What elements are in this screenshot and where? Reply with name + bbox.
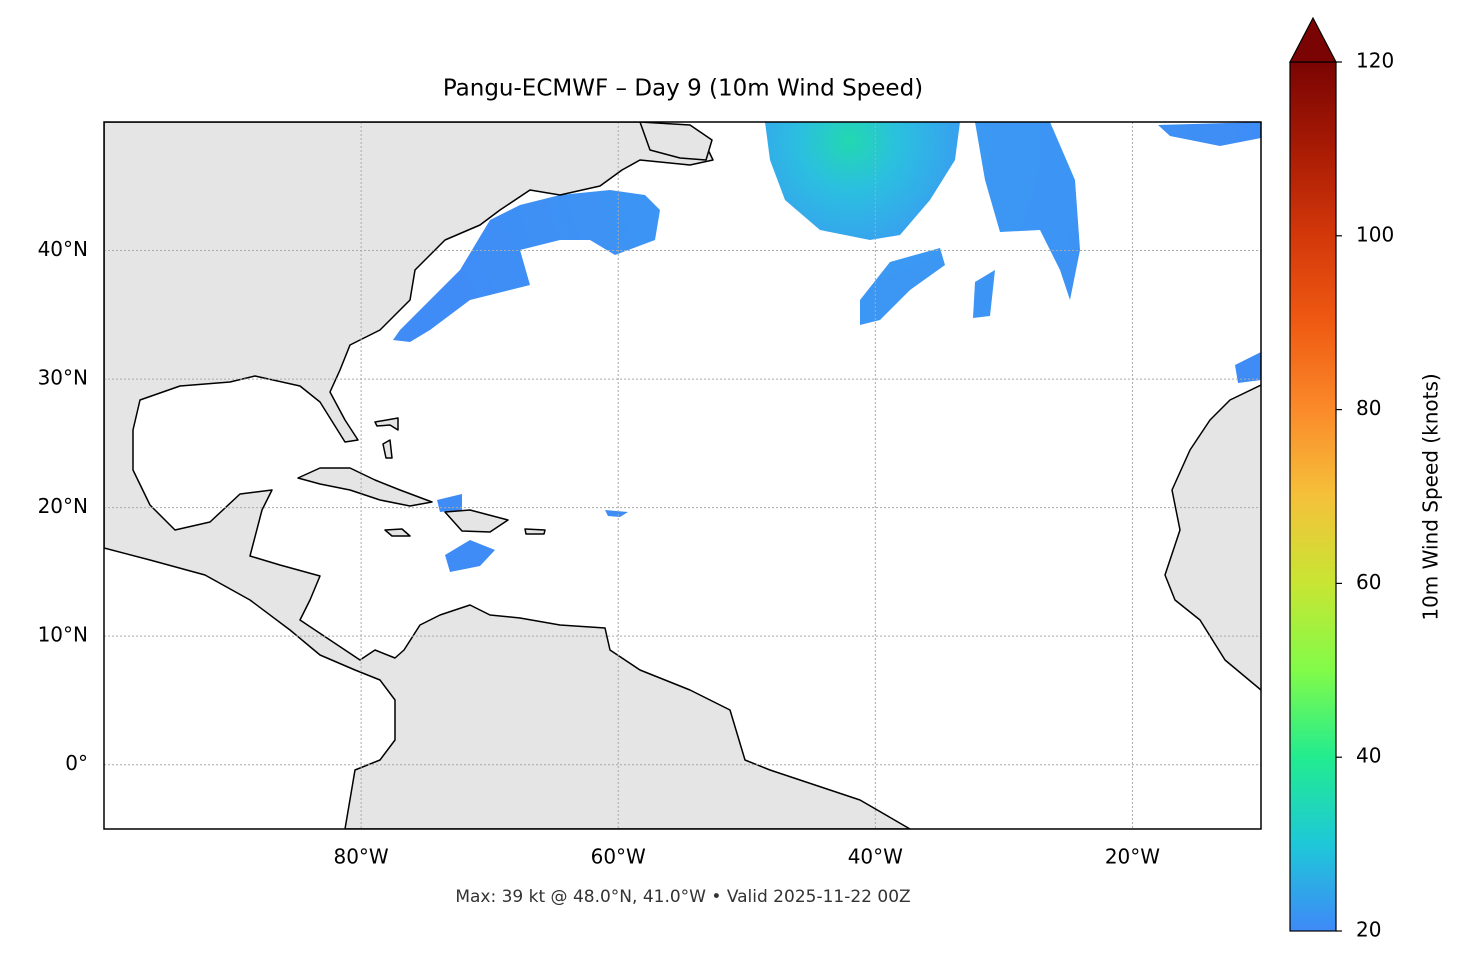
colorbar-tick-label: 20: [1356, 918, 1381, 942]
wind-region: [973, 270, 995, 318]
wind-region: [437, 494, 462, 512]
island: [382, 439, 393, 459]
colorbar: [1289, 61, 1337, 932]
jamaica: [384, 528, 411, 537]
x-tick-label: 20°W: [1105, 845, 1160, 869]
wind-region: [393, 190, 660, 342]
y-tick-label: 30°N: [38, 366, 88, 390]
wind-region: [860, 248, 945, 325]
y-tick-label: 20°N: [38, 494, 88, 518]
africa: [1164, 384, 1261, 691]
x-tick-label: 60°W: [591, 845, 646, 869]
colorbar-label: 10m Wind Speed (knots): [1419, 373, 1443, 620]
chart-title: Pangu-ECMWF – Day 9 (10m Wind Speed): [443, 76, 923, 102]
hispaniola: [444, 509, 509, 533]
colorbar-extension: [1289, 16, 1337, 63]
wind-region: [765, 122, 960, 240]
y-tick-label: 0°: [65, 751, 88, 775]
wind-region: [1158, 122, 1261, 146]
colorbar-tick-label: 60: [1356, 570, 1381, 594]
x-tick-label: 40°W: [848, 845, 903, 869]
annotation: Max: 39 kt @ 48.0°N, 41.0°W • Valid 2025…: [455, 887, 910, 907]
wind-region: [605, 510, 628, 517]
wind-region: [1235, 352, 1261, 383]
y-tick-label: 40°N: [38, 237, 88, 261]
x-tick-label: 80°W: [333, 845, 388, 869]
wind-field: [340, 122, 1261, 572]
y-tick-label: 10°N: [38, 623, 88, 647]
wind-region: [445, 540, 495, 572]
grid: [104, 122, 1261, 829]
plot-frame: [103, 121, 1262, 830]
land: [104, 122, 1261, 829]
map-area: [104, 122, 1261, 829]
island: [374, 417, 399, 431]
newfoundland: [639, 122, 713, 161]
colorbar-tick-label: 100: [1356, 222, 1394, 246]
puerto-rico: [524, 528, 546, 535]
wind-region: [975, 122, 1080, 300]
americas: [104, 122, 911, 829]
colorbar-tick-label: 40: [1356, 744, 1381, 768]
cuba: [297, 467, 433, 507]
colorbar-tick-label: 120: [1356, 49, 1394, 73]
colorbar-tick-label: 80: [1356, 396, 1381, 420]
